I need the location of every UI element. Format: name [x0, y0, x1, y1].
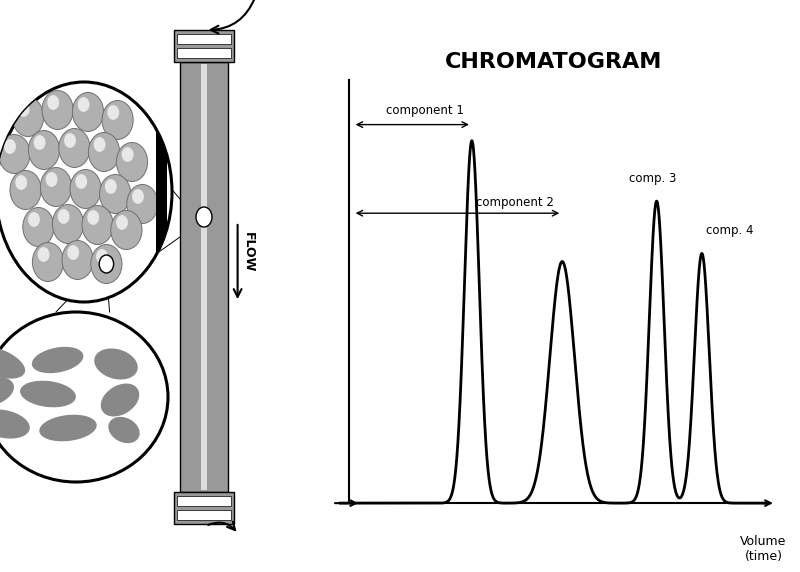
Bar [174, 492, 234, 524]
Circle shape [62, 240, 93, 280]
Bar [177, 496, 231, 506]
Circle shape [12, 97, 43, 137]
Circle shape [15, 175, 27, 190]
Circle shape [0, 82, 172, 302]
Circle shape [110, 210, 142, 249]
Circle shape [22, 208, 54, 247]
Circle shape [96, 249, 108, 264]
Circle shape [78, 97, 90, 112]
Circle shape [67, 245, 79, 260]
Bar [177, 510, 231, 520]
Circle shape [46, 172, 58, 187]
Ellipse shape [101, 383, 139, 416]
Circle shape [29, 130, 59, 169]
Circle shape [107, 105, 119, 120]
Circle shape [0, 134, 30, 173]
Circle shape [47, 95, 59, 110]
Circle shape [73, 93, 104, 132]
Text: FLOW: FLOW [242, 232, 254, 272]
Circle shape [38, 247, 50, 262]
Bar [202, 64, 206, 490]
Bar [180, 62, 228, 492]
Circle shape [75, 174, 87, 189]
Circle shape [64, 133, 76, 148]
Circle shape [82, 205, 114, 244]
Circle shape [28, 212, 40, 227]
Ellipse shape [0, 377, 14, 407]
Circle shape [59, 129, 90, 168]
Ellipse shape [32, 347, 83, 373]
Circle shape [10, 170, 42, 209]
Ellipse shape [0, 410, 30, 439]
Ellipse shape [94, 348, 138, 380]
Text: Volume
(time): Volume (time) [740, 535, 786, 563]
Bar [174, 30, 234, 62]
Circle shape [32, 243, 64, 281]
Bar [177, 48, 231, 58]
Circle shape [94, 137, 106, 152]
Circle shape [87, 210, 99, 225]
Circle shape [91, 244, 122, 284]
Circle shape [99, 255, 114, 273]
Circle shape [127, 185, 158, 224]
Circle shape [34, 135, 46, 150]
Circle shape [89, 133, 120, 172]
Ellipse shape [0, 345, 25, 379]
Bar [156, 107, 167, 277]
Circle shape [42, 90, 73, 129]
Circle shape [196, 207, 212, 227]
Circle shape [4, 139, 16, 154]
Circle shape [122, 147, 134, 162]
Text: component 2: component 2 [476, 196, 554, 209]
Ellipse shape [108, 417, 140, 443]
Text: component 1: component 1 [386, 104, 464, 117]
Circle shape [105, 179, 117, 194]
Ellipse shape [0, 312, 168, 482]
Text: comp. 3: comp. 3 [629, 172, 676, 185]
Circle shape [116, 215, 128, 230]
Circle shape [18, 102, 30, 117]
Text: CHROMATOGRAM: CHROMATOGRAM [446, 52, 662, 72]
Ellipse shape [20, 381, 76, 407]
Circle shape [53, 205, 83, 244]
Circle shape [132, 189, 144, 204]
Circle shape [99, 174, 130, 213]
Bar [177, 34, 231, 44]
Text: comp. 4: comp. 4 [706, 224, 754, 237]
Circle shape [117, 142, 147, 181]
Circle shape [102, 101, 133, 140]
Circle shape [40, 168, 72, 206]
Ellipse shape [39, 415, 97, 442]
Circle shape [58, 209, 70, 224]
Circle shape [70, 169, 102, 209]
